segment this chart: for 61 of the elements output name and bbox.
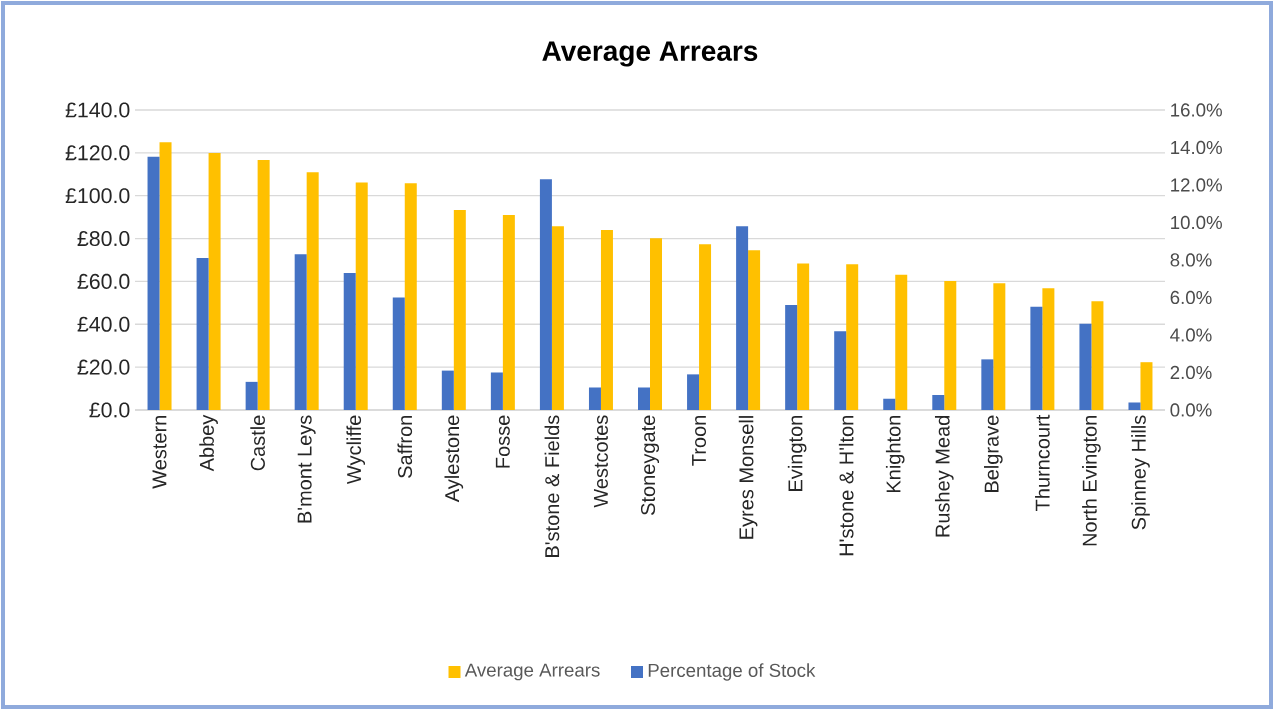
bar [600,229,613,410]
y-tick-label: £20.0 [77,359,130,375]
bar [895,274,908,410]
x-tick-label: Knighton [885,416,905,493]
y-tick-label: £140.0 [65,102,130,118]
y-tick-label: £120.0 [65,145,130,161]
y2-tick-label: 0.0% [1170,403,1212,417]
x-tick-label: Troon [692,415,707,466]
bar [404,183,417,410]
x-tick-label: Western [152,415,167,489]
y-tick-label: £60.0 [77,273,130,289]
x-tick-label: Saffron [397,415,413,478]
x-tick-label: Spinney Hills [1131,415,1150,530]
x-tick-label: Rushey Mead [934,416,954,537]
y2-tick-label: 12.0% [1171,178,1222,192]
y-tick-label: £100.0 [65,188,130,204]
bar [1128,402,1141,410]
x-tick-label: Eyres Monsell [738,416,758,539]
bar [883,398,896,410]
bar [699,244,712,410]
y2-tick-label: 4.0% [1170,328,1212,342]
y2-tick-label: 10.0% [1171,215,1222,230]
y2-tick-label: 14.0% [1171,140,1222,155]
bar [245,381,258,410]
y2-tick-label: 8.0% [1170,253,1212,267]
bar [257,159,270,410]
bar [490,372,503,410]
bar [502,214,515,410]
bar [944,280,957,410]
legend-label: Average Arrears [464,663,600,681]
bar [687,374,700,410]
x-tick-label: H'stone & H'lton [838,416,854,556]
bar [993,283,1006,410]
bar [588,387,601,410]
y2-tick-label: 2.0% [1170,365,1212,380]
x-tick-label: North Evington [1082,416,1101,546]
y-tick-label: £40.0 [77,316,130,332]
x-tick-label: Wycliffe [346,415,366,485]
x-tick-label: Evington [787,416,807,491]
x-tick-label: Castle [250,415,265,471]
x-tick-label: Westcotes [593,415,608,508]
bar [441,370,454,410]
bar [638,387,651,410]
x-tick-label: B'mont Leys [297,415,316,523]
x-tick-label: Belgrave [984,415,1003,492]
chart-title: Average Arrears [542,41,758,67]
bar [932,394,945,410]
x-tick-label: Aylestone [444,415,464,503]
x-tick-label: Stoneygate [640,415,660,515]
y-tick-label: £80.0 [77,231,130,247]
bar [650,238,662,410]
x-tick-label: Thurncourt [1035,414,1050,511]
x-tick-label: Abbey [199,414,218,472]
bar [453,210,466,410]
legend-label: Percentage of Stock [648,663,816,681]
bar [1140,362,1153,410]
x-tick-label: B'stone & Fields [544,415,560,557]
y2-tick-label: 6.0% [1170,290,1212,305]
y2-tick-label: 16.0% [1171,103,1222,117]
x-tick-label: Fosse [495,415,510,468]
y-tick-label: £0.0 [89,402,130,418]
